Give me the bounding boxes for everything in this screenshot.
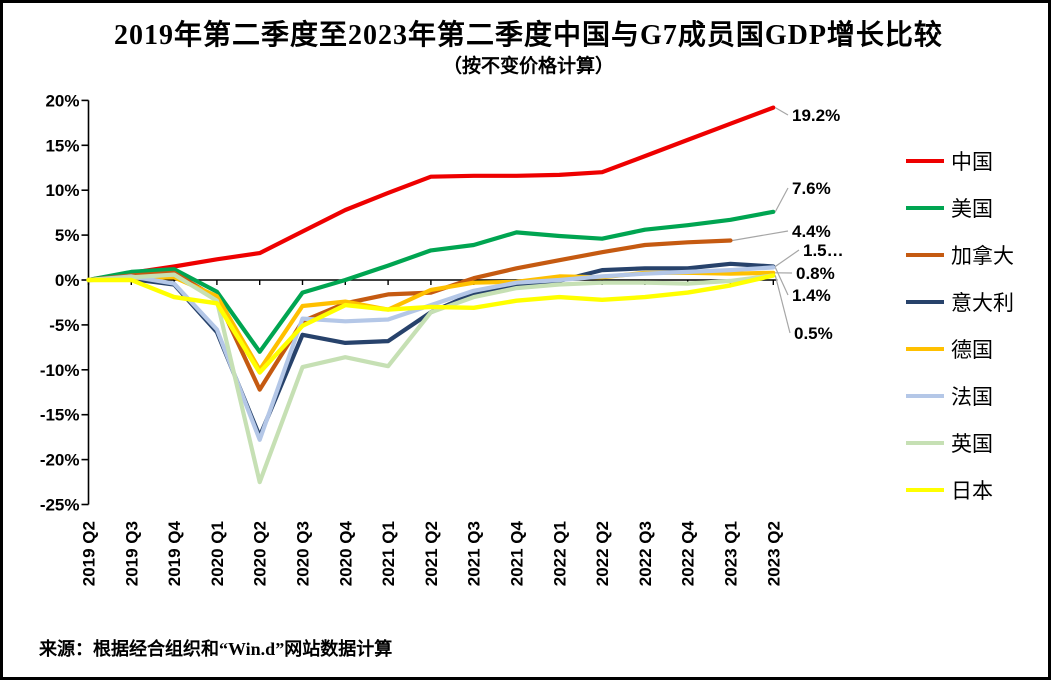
label-leader-line — [732, 230, 789, 242]
x-tick-label: 2021 Q3 — [465, 521, 484, 586]
legend-swatch-france — [906, 393, 944, 398]
y-tick-label: -10% — [40, 361, 80, 380]
x-tick-label: 2022 Q3 — [636, 521, 655, 586]
legend-label-germany: 德国 — [951, 337, 993, 362]
y-tick-label: 15% — [45, 136, 79, 155]
label-leader-line — [774, 249, 800, 268]
x-tick-label: 2023 Q1 — [722, 521, 741, 586]
y-tick-label: 0% — [55, 271, 80, 290]
x-tick-label: 2020 Q2 — [251, 521, 270, 586]
chart-subtitle: （按不变价格计算） — [442, 56, 614, 77]
x-tick-label: 2021 Q1 — [379, 521, 398, 586]
series-line-japan — [86, 273, 776, 375]
x-tick-label: 2020 Q4 — [336, 520, 355, 586]
legend-item-china: 中国 — [906, 137, 1048, 184]
series-line-uk — [86, 272, 776, 485]
legend-swatch-japan — [906, 487, 944, 492]
legend-swatch-italy — [906, 299, 944, 304]
source-note: 来源：根据经合组织和“Win.d”网站数据计算 — [39, 639, 393, 659]
legend-item-uk: 英国 — [906, 419, 1048, 466]
y-tick-label: 20% — [45, 91, 79, 110]
chart-title: 2019年第二季度至2023年第二季度中国与G7成员国GDP增长比较 — [114, 20, 943, 51]
legend-swatch-canada — [906, 252, 944, 257]
y-tick-label: -5% — [49, 316, 79, 335]
legend-label-italy: 意大利 — [951, 290, 1014, 315]
y-tick-label: -20% — [40, 451, 80, 470]
label-leader-line — [774, 187, 789, 213]
y-tick-label: 5% — [55, 226, 80, 245]
legend-item-germany: 德国 — [906, 325, 1048, 372]
data-label: 1.4% — [792, 286, 831, 305]
x-tick-label: 2022 Q2 — [593, 521, 612, 586]
x-tick-label: 2020 Q3 — [294, 521, 313, 586]
x-tick-label: 2020 Q1 — [208, 521, 227, 586]
data-label: 0.8% — [796, 264, 835, 283]
legend-label-japan: 日本 — [951, 478, 993, 503]
data-label: 4.4% — [792, 222, 831, 241]
gdp-line-chart: 20% 15% 10% 5% 0% -5% -10% -15% -20% -25%2019 Q2 2… — [40, 91, 844, 586]
x-tick-label: 2023 Q2 — [764, 521, 783, 586]
data-label: 1.5… — [803, 241, 844, 260]
x-tick-label: 2021 Q4 — [508, 520, 527, 586]
legend-swatch-uk — [906, 440, 944, 445]
label-leader-line — [774, 267, 789, 296]
x-tick-label: 2019 Q2 — [80, 521, 99, 586]
chart-legend: 中国美国加拿大意大利德国法国英国日本 — [906, 137, 1048, 513]
label-leader-line — [774, 107, 789, 116]
data-label: 19.2% — [792, 106, 840, 125]
legend-item-italy: 意大利 — [906, 278, 1048, 325]
legend-label-canada: 加拿大 — [951, 243, 1014, 268]
x-tick-label: 2019 Q4 — [165, 520, 184, 586]
legend-item-japan: 日本 — [906, 466, 1048, 513]
x-tick-label: 2022 Q4 — [679, 520, 698, 586]
legend-label-uk: 英国 — [951, 431, 993, 456]
y-tick-label: -25% — [40, 496, 80, 515]
x-tick-label: 2019 Q3 — [122, 521, 141, 586]
y-tick-label: -15% — [40, 406, 80, 425]
legend-item-france: 法国 — [906, 372, 1048, 419]
legend-swatch-china — [906, 158, 944, 163]
data-label: 7.6% — [792, 179, 831, 198]
legend-item-canada: 加拿大 — [906, 231, 1048, 278]
x-tick-label: 2021 Q2 — [422, 521, 441, 586]
legend-swatch-usa — [906, 205, 944, 210]
legend-label-france: 法国 — [951, 384, 993, 409]
legend-item-usa: 美国 — [906, 184, 1048, 231]
y-tick-label: 10% — [45, 181, 79, 200]
series-line-china — [86, 105, 776, 283]
x-tick-label: 2022 Q1 — [550, 521, 569, 586]
legend-swatch-germany — [906, 346, 944, 351]
label-leader-line — [774, 275, 791, 334]
legend-label-usa: 美国 — [951, 196, 993, 221]
data-label: 0.5% — [794, 324, 833, 343]
legend-label-china: 中国 — [951, 149, 993, 174]
series-line-usa — [86, 209, 776, 354]
